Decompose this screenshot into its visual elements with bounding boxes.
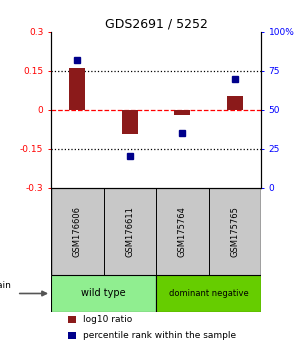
Text: GSM175764: GSM175764 (178, 206, 187, 257)
Bar (227, 96, 243, 110)
Text: GSM175765: GSM175765 (230, 206, 239, 257)
Text: GSM176611: GSM176611 (125, 206, 134, 257)
Bar (68, 316, 76, 323)
Bar (69, 68, 85, 110)
Text: wild type: wild type (81, 289, 126, 298)
Title: GDS2691 / 5252: GDS2691 / 5252 (105, 18, 207, 31)
Text: log10 ratio: log10 ratio (82, 315, 132, 324)
Text: dominant negative: dominant negative (169, 289, 248, 298)
Bar (68, 332, 76, 339)
Bar (122, 110, 138, 133)
Bar (156, 275, 261, 312)
Text: GSM176606: GSM176606 (73, 206, 82, 257)
Text: strain: strain (0, 281, 11, 290)
Bar (174, 110, 190, 115)
Text: percentile rank within the sample: percentile rank within the sample (82, 331, 236, 339)
Bar (51, 275, 156, 312)
